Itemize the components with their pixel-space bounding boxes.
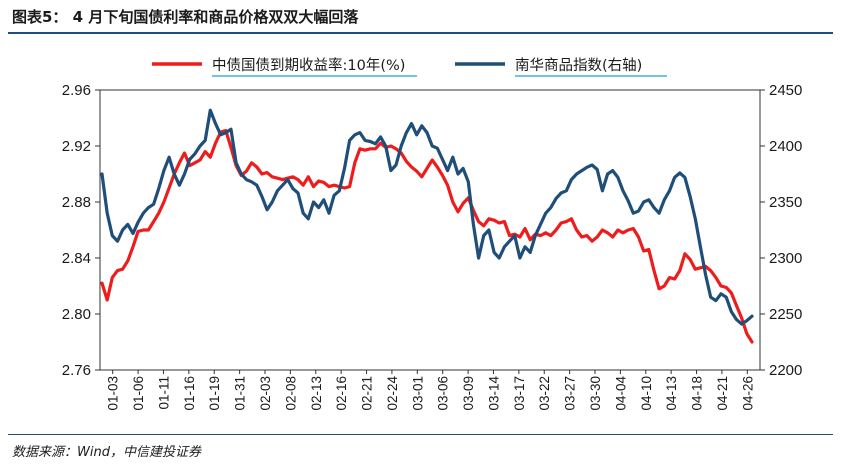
x-tick-label: 03-30 bbox=[588, 376, 603, 411]
x-tick-label: 04-26 bbox=[740, 376, 755, 411]
source-note: 数据来源：Wind，中信建投证券 bbox=[12, 445, 201, 460]
x-tick-label: 01-19 bbox=[207, 376, 222, 411]
x-tick-label: 03-22 bbox=[537, 376, 552, 411]
x-tick-label: 02-03 bbox=[258, 376, 273, 411]
y-left-tick-label: 2.76 bbox=[62, 362, 91, 379]
y-right-tick-label: 2450 bbox=[769, 82, 802, 99]
x-tick-label: 04-13 bbox=[664, 376, 679, 411]
x-tick-label: 04-10 bbox=[639, 376, 654, 411]
commodity-series-line bbox=[100, 108, 754, 326]
x-tick-label: 04-18 bbox=[690, 376, 705, 411]
x-tick-label: 03-09 bbox=[461, 376, 476, 411]
x-tick-label: 03-06 bbox=[436, 376, 451, 411]
legend: 中债国债到期收益率:10年(%) 南华商品指数(右轴) bbox=[152, 57, 667, 77]
yield-series-line bbox=[100, 129, 754, 344]
x-tick-label: 02-21 bbox=[360, 376, 375, 411]
y-left-tick-label: 2.88 bbox=[62, 194, 91, 211]
x-tick-label: 01-16 bbox=[182, 376, 197, 411]
y-right-tick-label: 2200 bbox=[769, 362, 802, 379]
x-tick-label: 02-24 bbox=[385, 376, 400, 411]
x-tick-label: 01-31 bbox=[233, 376, 248, 411]
y-left-tick-label: 2.80 bbox=[62, 306, 91, 323]
x-tick-label: 02-16 bbox=[334, 376, 349, 411]
source-rule bbox=[8, 434, 833, 435]
y-left-tick-label: 2.92 bbox=[62, 138, 91, 155]
legend-label-yield: 中债国债到期收益率:10年(%) bbox=[212, 57, 405, 74]
x-tick-label: 03-17 bbox=[512, 376, 527, 411]
x-tick-label: 03-14 bbox=[486, 376, 501, 411]
title-rule bbox=[8, 32, 833, 34]
x-tick-label: 03-01 bbox=[410, 376, 425, 411]
legend-label-commodity: 南华商品指数(右轴) bbox=[515, 57, 642, 74]
x-tick-label: 02-08 bbox=[283, 376, 298, 411]
chart-title: 图表5： 4 月下旬国债利率和商品价格双双大幅回落 bbox=[12, 8, 359, 26]
y-right-tick-label: 2250 bbox=[769, 306, 802, 323]
y-left-axis: 2.96 2.92 2.88 2.84 2.80 2.76 bbox=[62, 82, 100, 379]
y-right-tick-label: 2400 bbox=[769, 138, 802, 155]
x-axis: 01-03 01-06 01-11 01-16 01-19 01-31 02-03 02-08… bbox=[106, 370, 755, 411]
plot-frame bbox=[99, 89, 761, 371]
y-right-tick-label: 2300 bbox=[769, 250, 802, 267]
series-lines bbox=[100, 108, 754, 344]
y-right-tick-label: 2350 bbox=[769, 194, 802, 211]
y-left-tick-label: 2.84 bbox=[62, 250, 91, 267]
x-tick-label: 03-27 bbox=[563, 376, 578, 411]
y-left-tick-label: 2.96 bbox=[62, 82, 91, 99]
x-tick-label: 01-06 bbox=[131, 376, 146, 411]
y-right-axis: 2450 2400 2350 2300 2250 2200 bbox=[760, 82, 802, 379]
x-tick-label: 04-21 bbox=[715, 376, 730, 411]
x-tick-label: 04-04 bbox=[613, 376, 628, 411]
x-tick-label: 01-11 bbox=[156, 376, 171, 410]
x-tick-label: 01-03 bbox=[106, 376, 121, 411]
x-tick-label: 02-13 bbox=[309, 376, 324, 411]
